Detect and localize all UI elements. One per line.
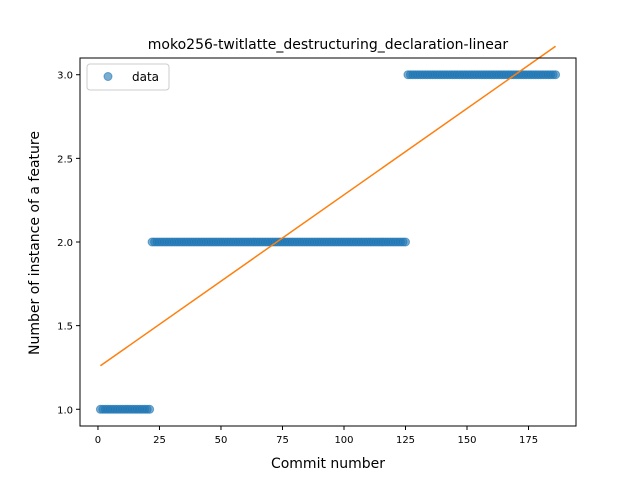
data-point xyxy=(401,237,410,247)
x-tick-label: 75 xyxy=(276,435,289,446)
x-tick-label: 0 xyxy=(95,435,101,446)
plot-area xyxy=(95,45,561,414)
legend-box xyxy=(86,63,170,91)
y-tick-label: 2.0 xyxy=(57,238,73,249)
x-tick-label: 25 xyxy=(153,435,166,446)
data-point xyxy=(145,404,155,414)
legend-marker-data xyxy=(103,72,113,81)
y-tick-label: 3.0 xyxy=(57,71,73,82)
legend: data xyxy=(86,63,170,91)
y-tick-label: 2.5 xyxy=(57,154,73,165)
x-tick-label: 150 xyxy=(457,435,476,446)
y-tick-label: 1.0 xyxy=(57,405,73,416)
x-tick-label: 100 xyxy=(334,435,353,446)
chart-title: moko256-twitlatte_destructuring_declarat… xyxy=(148,37,509,53)
y-tick-label: 1.5 xyxy=(57,322,73,333)
data-point xyxy=(551,70,561,80)
x-tick-label: 50 xyxy=(215,435,228,446)
x-axis-label: Commit number xyxy=(271,456,385,472)
x-tick-label: 125 xyxy=(396,435,415,446)
x-tick-label: 175 xyxy=(519,435,538,446)
axes: 0 25 50 75 100 125 150 175 1.0 1.5 2.0 2.5 3.0 xyxy=(57,57,577,446)
legend-label-data: data xyxy=(132,70,159,84)
y-axis-label: Number of instance of a feature xyxy=(27,131,43,355)
linear-fit-line xyxy=(99,45,557,367)
